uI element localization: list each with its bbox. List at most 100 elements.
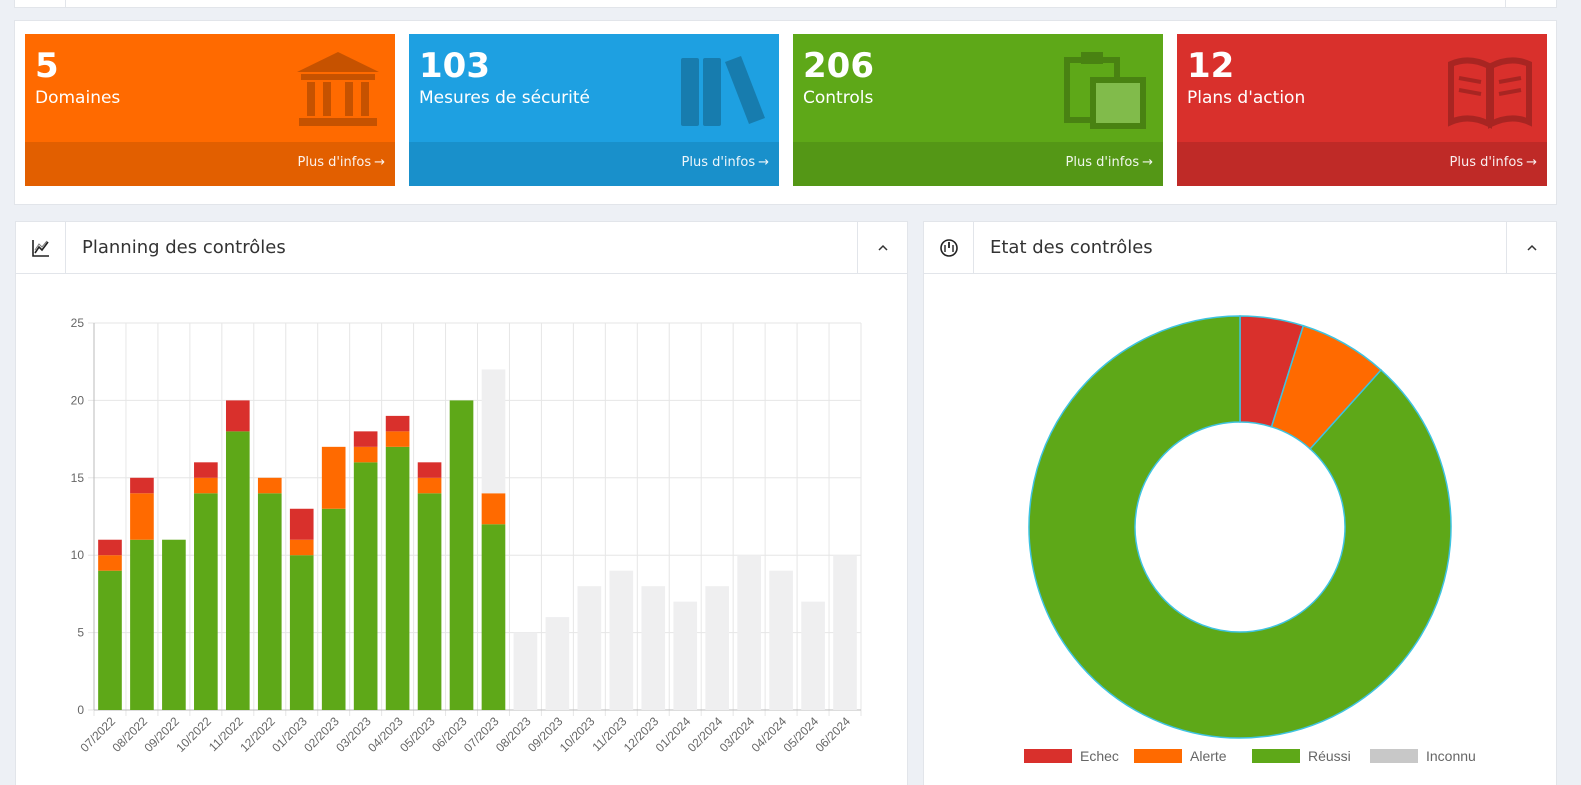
top-panel-separator — [65, 0, 66, 8]
arrow-right-icon: → — [758, 155, 769, 170]
legend-label: Echec — [1080, 748, 1119, 764]
top-panel-separator — [1505, 0, 1506, 8]
bar-success — [289, 555, 314, 710]
bar-fail — [385, 415, 410, 432]
legend-item: Inconnu — [1370, 748, 1476, 764]
legend-swatch — [1370, 749, 1418, 763]
more-info-label: Plus d'infos — [681, 155, 756, 170]
x-tick-label: 10/2023 — [557, 714, 598, 755]
legend-label: Alerte — [1190, 748, 1227, 764]
collapse-button[interactable] — [857, 222, 907, 273]
tile-footer: Plus d'infos → — [793, 142, 1163, 186]
bar-alert — [257, 477, 282, 494]
tile-footer: Plus d'infos → — [409, 142, 779, 186]
planning-card-header: Planning des contrôles — [16, 222, 907, 274]
tile-mesures: 103 Mesures de sécurité Plus d'infos → — [409, 34, 779, 186]
bar-alert — [481, 493, 506, 525]
y-tick-label: 20 — [71, 393, 85, 407]
bar-success — [130, 539, 154, 710]
books-icon — [681, 56, 765, 126]
y-tick-label: 15 — [71, 471, 85, 485]
tile-domaines: 5 Domaines Plus d'infos → — [25, 34, 395, 186]
bar-unknown — [545, 617, 570, 710]
bar-success — [481, 524, 506, 710]
planning-title: Planning des contrôles — [82, 237, 286, 258]
tile-value: 103 — [419, 46, 490, 86]
bar-success — [98, 570, 122, 710]
bar-unknown — [737, 555, 761, 710]
bar-fail — [353, 431, 378, 447]
tile-value: 12 — [1187, 46, 1235, 86]
gauge-icon — [924, 222, 974, 273]
bar-success — [257, 493, 282, 710]
clipboard-icon — [1064, 52, 1146, 129]
etat-donut-chart: Echec Alerte Réussi Inconnu — [1024, 315, 1476, 764]
bar-fail — [98, 539, 122, 556]
bar-success — [417, 493, 442, 710]
tile-label: Mesures de sécurité — [419, 88, 591, 108]
legend-item: Réussi — [1252, 748, 1351, 764]
more-info-label: Plus d'infos — [297, 155, 372, 170]
more-info-link[interactable]: Plus d'infos → — [1066, 154, 1153, 172]
x-tick-label: 10/2022 — [173, 714, 214, 755]
tile-footer: Plus d'infos → — [1177, 142, 1547, 186]
bank-icon — [297, 52, 379, 126]
bar-success — [385, 446, 410, 710]
arrow-right-icon: → — [1526, 155, 1537, 170]
tile-value: 5 — [35, 46, 59, 86]
tile-label: Domaines — [35, 88, 121, 108]
tile-value: 206 — [803, 46, 874, 86]
tile-label: Controls — [803, 88, 874, 108]
top-panel-strip — [14, 0, 1557, 8]
slice-réussi — [1028, 315, 1452, 739]
y-tick-label: 10 — [71, 548, 85, 562]
y-tick-label: 0 — [77, 703, 84, 717]
legend-item: Alerte — [1134, 748, 1227, 764]
tile-label: Plans d'action — [1187, 88, 1306, 108]
chevron-up-icon — [877, 244, 888, 251]
bar-unknown — [641, 586, 666, 710]
tile-controls: 206 Controls Plus d'infos → — [793, 34, 1163, 186]
bar-alert — [289, 539, 314, 556]
legend-label: Réussi — [1308, 748, 1351, 764]
bar-unknown — [609, 570, 634, 710]
x-tick-label: 06/2024 — [813, 714, 854, 755]
bar-alert — [417, 477, 442, 494]
planning-card: Planning des contrôles 0 5 10 15 20 25 07/2022… — [15, 221, 908, 785]
more-info-link[interactable]: Plus d'infos → — [298, 154, 385, 172]
bar-success — [162, 539, 186, 710]
bar-unknown — [513, 632, 538, 710]
legend-swatch — [1024, 749, 1072, 763]
collapse-button[interactable] — [1506, 222, 1556, 273]
line-chart-icon — [16, 222, 66, 273]
bar-unknown — [833, 555, 857, 710]
y-tick-label: 5 — [77, 626, 84, 640]
more-info-link[interactable]: Plus d'infos → — [682, 154, 769, 172]
y-tick-label: 25 — [71, 316, 85, 330]
bar-unknown — [673, 601, 698, 710]
bar-alert — [194, 477, 218, 494]
bar-success — [353, 462, 378, 710]
bar-alert — [321, 446, 346, 509]
planning-bar-chart: 051015202507/202208/202209/202210/202211… — [71, 316, 862, 755]
bar-success — [321, 508, 346, 710]
etat-title: Etat des contrôles — [990, 237, 1153, 258]
etat-card: Etat des contrôles Echec Alerte Réussi Inco… — [923, 221, 1557, 785]
more-info-label: Plus d'infos — [1449, 155, 1524, 170]
legend-item: Echec — [1024, 748, 1119, 764]
bar-success — [449, 400, 474, 710]
legend-label: Inconnu — [1426, 748, 1476, 764]
tile-plans: 12 Plans d'action Plus d'infos → — [1177, 34, 1547, 186]
open-book-icon — [1448, 57, 1532, 129]
bar-unknown — [481, 369, 506, 494]
legend-swatch — [1134, 749, 1182, 763]
arrow-right-icon: → — [374, 155, 385, 170]
bar-unknown — [801, 601, 825, 710]
bar-unknown — [769, 570, 793, 710]
bar-unknown — [705, 586, 730, 710]
bar-alert — [130, 493, 154, 540]
more-info-link[interactable]: Plus d'infos → — [1450, 154, 1537, 172]
bar-fail — [194, 462, 218, 478]
chevron-up-icon — [1526, 244, 1537, 251]
bar-success — [225, 431, 250, 710]
